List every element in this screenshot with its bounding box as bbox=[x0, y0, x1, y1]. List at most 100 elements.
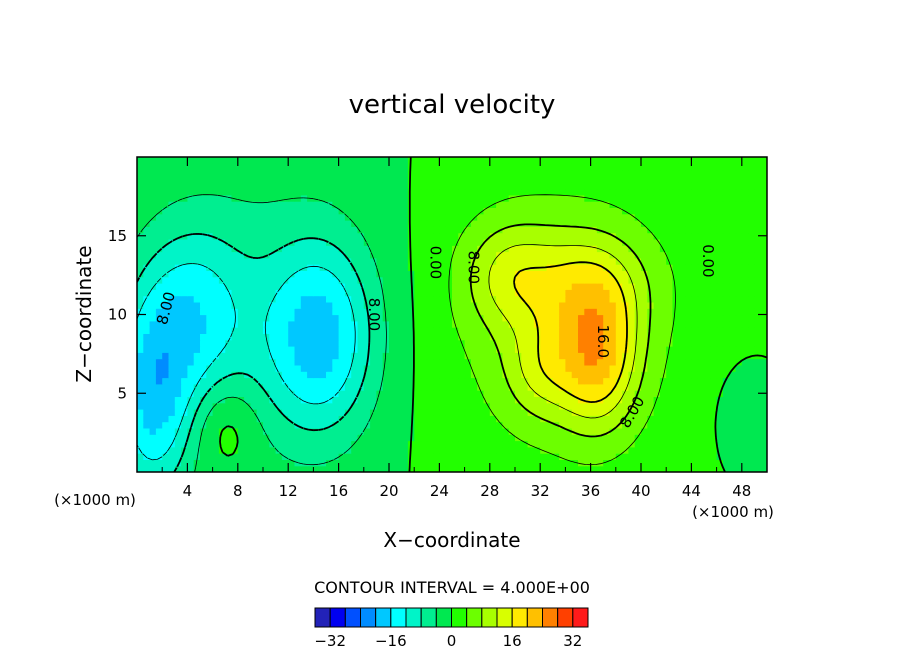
field-cell bbox=[628, 409, 636, 416]
field-cell bbox=[634, 333, 642, 341]
field-cell bbox=[370, 453, 377, 460]
field-cell bbox=[452, 283, 459, 290]
field-cell bbox=[326, 459, 333, 467]
field-cell bbox=[741, 289, 749, 297]
field-cell bbox=[546, 157, 554, 164]
field-cell bbox=[319, 251, 327, 259]
field-cell bbox=[452, 169, 459, 177]
field-cell bbox=[596, 308, 604, 316]
field-cell bbox=[653, 396, 661, 404]
field-cell bbox=[704, 383, 711, 391]
field-cell bbox=[351, 270, 359, 278]
field-cell bbox=[678, 327, 686, 334]
field-cell bbox=[281, 358, 289, 366]
field-cell bbox=[452, 251, 459, 259]
field-cell bbox=[237, 220, 245, 227]
field-cell bbox=[685, 440, 692, 448]
field-cell bbox=[672, 201, 680, 208]
field-cell bbox=[659, 301, 667, 309]
field-cell bbox=[483, 377, 491, 385]
field-cell bbox=[263, 257, 270, 265]
field-cell bbox=[754, 226, 762, 234]
field-cell bbox=[281, 182, 289, 190]
field-cell bbox=[155, 283, 163, 290]
field-cell bbox=[332, 377, 340, 385]
field-cell bbox=[137, 364, 144, 372]
field-cell bbox=[735, 163, 743, 171]
field-cell bbox=[231, 415, 239, 423]
field-cell bbox=[722, 245, 730, 253]
field-cell bbox=[489, 220, 497, 227]
field-cell bbox=[426, 194, 434, 202]
field-cell bbox=[533, 402, 541, 410]
field-cell bbox=[634, 383, 642, 391]
field-cell bbox=[533, 415, 541, 423]
field-cell bbox=[678, 308, 686, 316]
field-cell bbox=[269, 276, 277, 284]
field-cell bbox=[162, 427, 170, 435]
field-cell bbox=[155, 270, 163, 278]
field-cell bbox=[357, 169, 365, 177]
field-cell bbox=[716, 157, 724, 164]
field-cell bbox=[603, 194, 611, 202]
field-cell bbox=[741, 276, 749, 284]
field-cell bbox=[678, 339, 686, 347]
field-cell bbox=[218, 434, 226, 442]
field-cell bbox=[401, 383, 409, 391]
field-cell bbox=[483, 459, 491, 467]
field-cell bbox=[729, 453, 737, 460]
field-cell bbox=[319, 257, 327, 265]
field-cell bbox=[678, 213, 686, 221]
field-cell bbox=[647, 352, 655, 360]
field-cell bbox=[609, 245, 617, 253]
field-cell bbox=[515, 434, 522, 442]
field-cell bbox=[143, 301, 151, 309]
field-cell bbox=[307, 390, 314, 397]
field-cell bbox=[401, 327, 409, 334]
field-cell bbox=[414, 169, 422, 177]
field-cell bbox=[206, 390, 214, 397]
field-cell bbox=[546, 402, 554, 410]
field-cell bbox=[439, 339, 447, 347]
field-cell bbox=[678, 289, 686, 297]
field-cell bbox=[754, 163, 762, 171]
field-cell bbox=[565, 283, 573, 290]
field-cell bbox=[420, 207, 428, 215]
field-cell bbox=[281, 264, 289, 271]
field-cell bbox=[615, 409, 623, 416]
field-cell bbox=[363, 163, 371, 171]
field-cell bbox=[206, 264, 214, 271]
field-cell bbox=[149, 257, 157, 265]
field-cell bbox=[433, 352, 440, 360]
field-cell bbox=[571, 383, 579, 391]
field-cell bbox=[433, 194, 440, 202]
field-cell bbox=[559, 453, 566, 460]
field-cell bbox=[200, 157, 207, 164]
field-cell bbox=[458, 283, 466, 290]
field-cell bbox=[470, 352, 478, 360]
field-cell bbox=[622, 188, 629, 196]
field-cell bbox=[622, 289, 629, 297]
field-cell bbox=[477, 213, 485, 221]
field-cell bbox=[464, 276, 472, 284]
field-cell bbox=[250, 175, 258, 183]
field-cell bbox=[263, 276, 270, 284]
field-cell bbox=[609, 163, 617, 171]
field-cell bbox=[445, 346, 453, 353]
field-cell bbox=[420, 427, 428, 435]
field-cell bbox=[407, 383, 415, 391]
field-cell bbox=[407, 358, 415, 366]
field-cell bbox=[603, 383, 611, 391]
field-cell bbox=[376, 308, 384, 316]
field-cell bbox=[502, 188, 510, 196]
field-cell bbox=[414, 188, 422, 196]
field-cell bbox=[458, 232, 466, 240]
field-cell bbox=[382, 358, 390, 366]
field-cell bbox=[710, 238, 718, 246]
field-cell bbox=[200, 251, 207, 259]
field-cell bbox=[609, 226, 617, 234]
field-cell bbox=[420, 289, 428, 297]
field-cell bbox=[143, 295, 151, 303]
field-cell bbox=[584, 308, 592, 316]
field-cell bbox=[433, 434, 440, 442]
